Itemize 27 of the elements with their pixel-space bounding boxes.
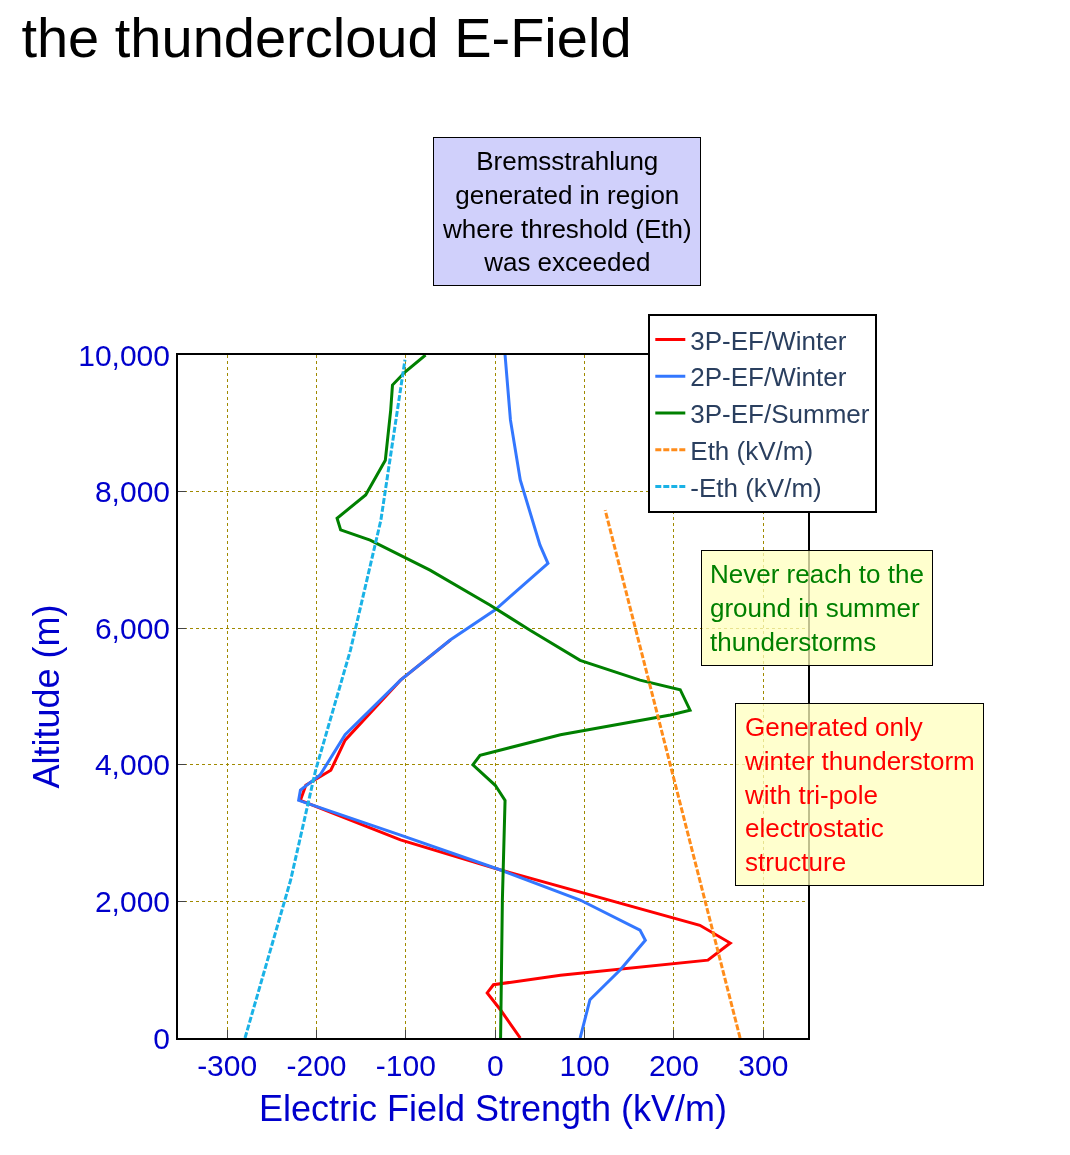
legend-label: 3P-EF/Summer: [690, 399, 870, 430]
y-tick-label: 2,000: [94, 884, 170, 918]
annotation: Never reach to the ground in summer thunderstorms: [710, 559, 924, 657]
x-tick-label: 300: [738, 1049, 789, 1082]
y-tick-label: 10,000: [78, 338, 170, 372]
legend-label: 3P-EF/Winter: [690, 325, 847, 356]
annotation: Generated only winter thunderstorm with tri-pole electrostatic structure: [744, 712, 975, 878]
line-series: [297, 355, 647, 1038]
y-tick-label: 6,000: [94, 611, 170, 645]
x-axis-title: Electric Field Strength (kV/m): [258, 1088, 728, 1130]
x-tick-label: 100: [559, 1049, 610, 1082]
x-tick-label: -100: [375, 1049, 436, 1082]
line-series: [335, 355, 692, 1038]
x-tick-label: 200: [648, 1049, 699, 1082]
text: Bremsstrahlung generated in region where threshold (Eth) was exceeded: [442, 146, 692, 278]
y-tick-label: 0: [153, 1021, 170, 1055]
x-tick-label: 0: [486, 1049, 504, 1082]
x-tick-label: -300: [197, 1049, 258, 1082]
legend-label: Eth (kV/m): [690, 435, 814, 466]
legend-label: 2P-EF/Winter: [690, 362, 847, 393]
y-tick-label: 4,000: [94, 748, 170, 782]
chart-title: the thundercloud E-Field: [21, 5, 632, 69]
y-tick-label: 8,000: [94, 475, 170, 509]
line-series: [243, 358, 407, 1038]
legend-label: -Eth (kV/m): [690, 472, 822, 503]
x-tick-label: -200: [286, 1049, 347, 1082]
y-axis-title: Altitude (m): [25, 604, 67, 789]
